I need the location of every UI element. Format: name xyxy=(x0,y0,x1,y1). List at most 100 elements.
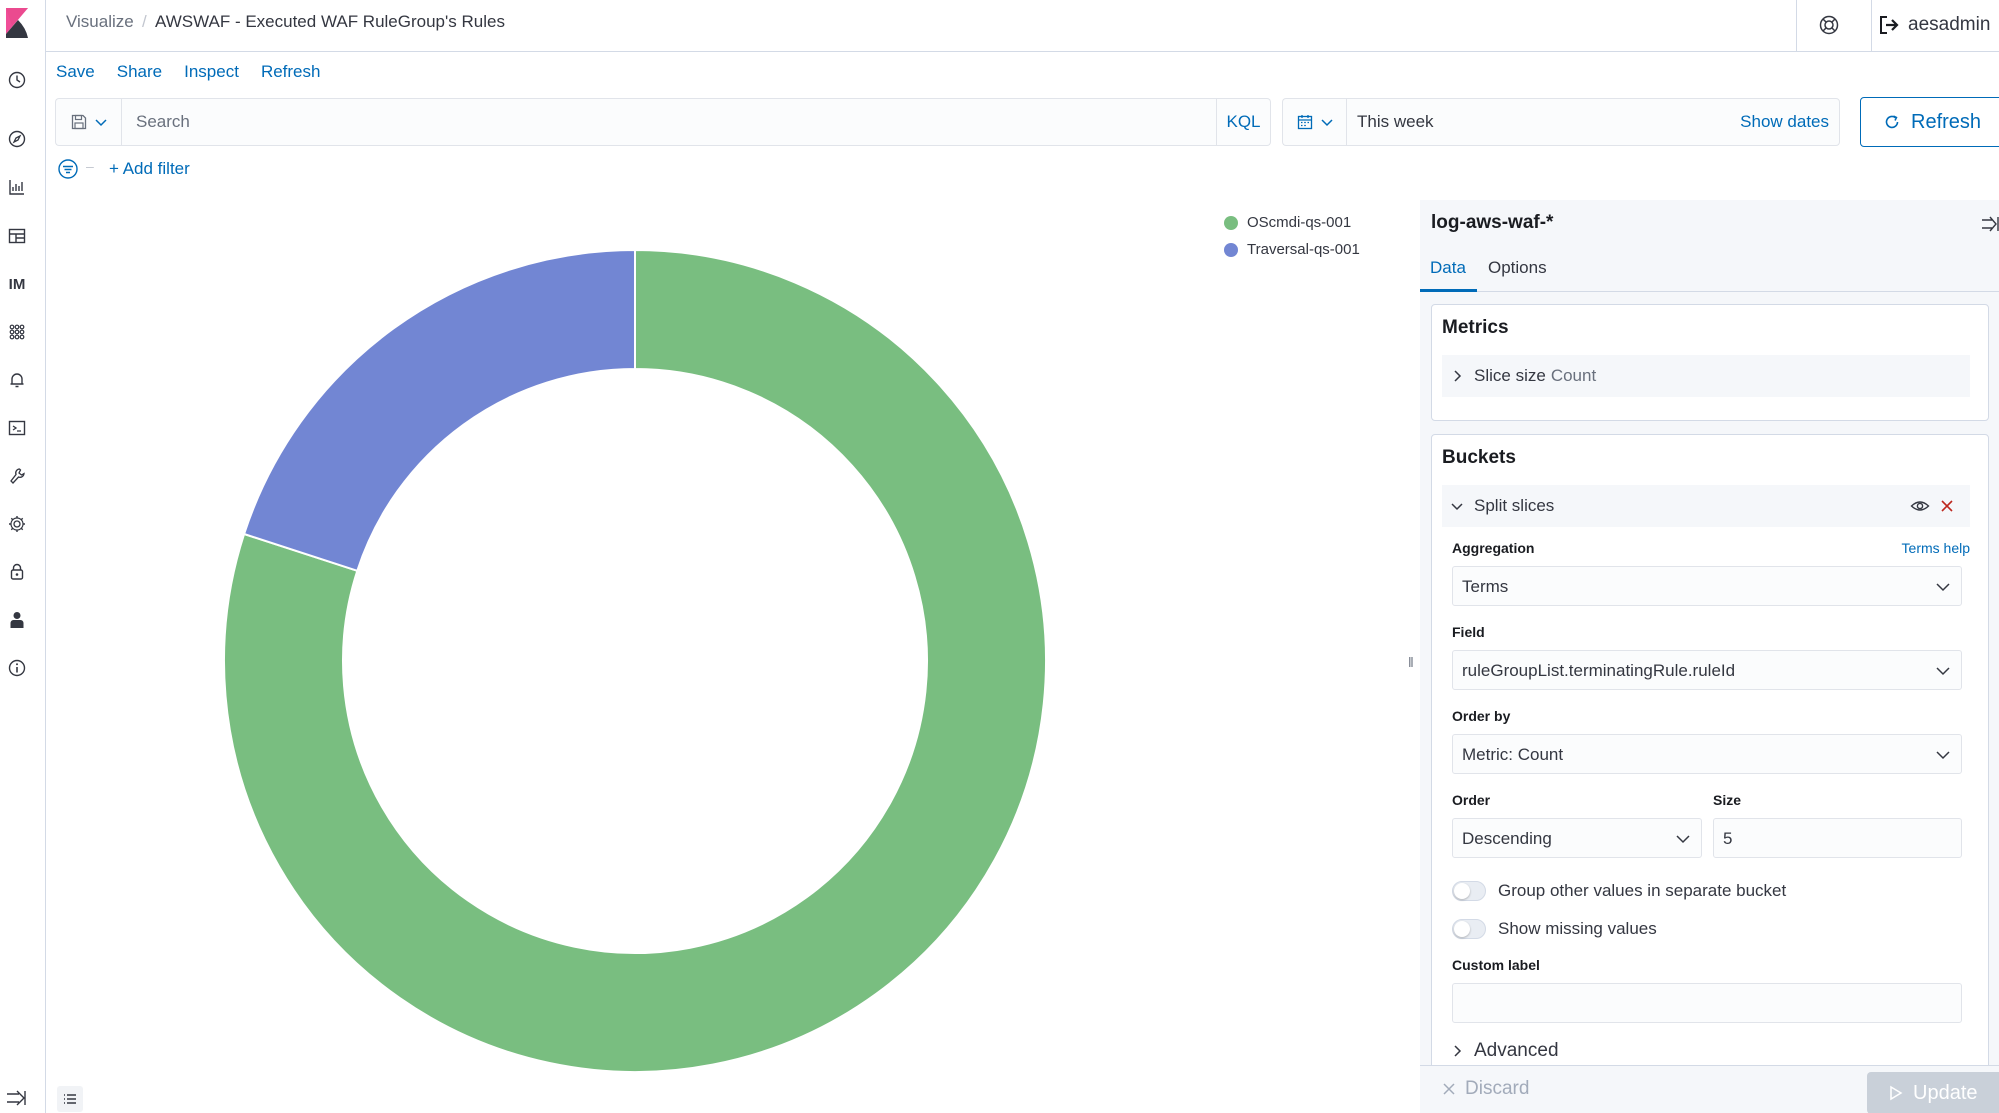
chevron-down-icon xyxy=(1676,835,1690,844)
order-select[interactable]: Descending xyxy=(1452,818,1702,858)
collapse-panel-icon[interactable] xyxy=(1980,214,1999,234)
metric-slice-size-accordion[interactable]: Slice size Count xyxy=(1442,355,1970,397)
advanced-label: Advanced xyxy=(1474,1040,1559,1061)
discard-button[interactable]: Discard xyxy=(1442,1078,1529,1100)
visualize-icon[interactable] xyxy=(5,175,29,199)
refresh-icon xyxy=(1885,115,1899,129)
chevron-right-icon xyxy=(1454,1045,1462,1057)
kibana-logo-icon[interactable] xyxy=(4,8,30,38)
group-other-toggle-row: Group other values in separate bucket xyxy=(1452,881,1786,901)
legend-label: Traversal-qs-001 xyxy=(1247,241,1360,258)
pie-slice-traversal-qs-001[interactable] xyxy=(242,248,636,573)
show-missing-toggle-row: Show missing values xyxy=(1452,919,1657,939)
show-missing-switch[interactable] xyxy=(1452,919,1486,939)
close-icon[interactable] xyxy=(1939,498,1955,514)
date-range-label: This week xyxy=(1357,112,1434,131)
order-by-value: Metric: Count xyxy=(1462,745,1564,764)
custom-label-label: Custom label xyxy=(1452,957,1540,973)
header-divider xyxy=(1796,0,1797,52)
alerting-bell-icon[interactable] xyxy=(5,368,29,392)
custom-label-input[interactable] xyxy=(1452,983,1962,1023)
show-missing-label: Show missing values xyxy=(1498,919,1657,938)
discover-icon[interactable] xyxy=(5,127,29,151)
add-filter-button[interactable]: + Add filter xyxy=(109,159,190,178)
legend-color-dot xyxy=(1224,242,1238,257)
active-tab-indicator xyxy=(1420,289,1477,292)
kql-toggle[interactable]: KQL xyxy=(1217,98,1271,146)
calendar-icon xyxy=(1297,115,1312,130)
wrench-icon[interactable] xyxy=(5,464,29,488)
user-menu[interactable]: aesadmin xyxy=(1878,10,1990,40)
discard-label: Discard xyxy=(1465,1078,1530,1099)
field-value: ruleGroupList.terminatingRule.ruleId xyxy=(1462,661,1736,680)
pie-slice-oscmdi-qs-001[interactable] xyxy=(223,248,1047,1073)
order-label: Order xyxy=(1452,792,1491,808)
refresh-button[interactable]: Refresh xyxy=(1860,97,1999,147)
settings-gear-icon[interactable] xyxy=(5,512,29,536)
metrics-card: Metrics Slice size Count xyxy=(1431,304,1989,421)
metric-aggregation: Count xyxy=(1550,366,1597,385)
field-label: Field xyxy=(1452,624,1485,640)
security-lock-icon[interactable] xyxy=(5,560,29,584)
index-pattern-title: log-aws-waf-* xyxy=(1431,212,1554,233)
update-button[interactable]: Update xyxy=(1867,1072,1999,1113)
search-input[interactable] xyxy=(122,99,1216,145)
refresh-link[interactable]: Refresh xyxy=(260,62,321,81)
group-other-switch[interactable] xyxy=(1452,881,1486,901)
group-other-label: Group other values in separate bucket xyxy=(1498,881,1787,900)
help-lifebuoy-icon[interactable] xyxy=(1814,10,1844,40)
chevron-down-icon xyxy=(1320,119,1333,127)
visualization-canvas: OScmdi-qs-001 Traversal-qs-001 xyxy=(46,200,1408,1113)
order-by-label: Order by xyxy=(1452,708,1511,724)
save-link[interactable]: Save xyxy=(56,62,95,81)
header: Visualize / AWSWAF - Executed WAF RuleGr… xyxy=(46,0,1999,52)
index-management-icon[interactable]: IM xyxy=(8,275,26,293)
metric-label: Slice size xyxy=(1474,366,1546,385)
field-select[interactable]: ruleGroupList.terminatingRule.ruleId xyxy=(1452,650,1962,690)
order-value: Descending xyxy=(1462,829,1552,848)
chevron-right-icon xyxy=(1454,370,1462,382)
editor-bottom-bar: Discard Update xyxy=(1420,1065,1999,1113)
advanced-toggle[interactable]: Advanced xyxy=(1450,1040,1559,1062)
date-range-display[interactable]: This week Show dates xyxy=(1346,98,1840,146)
dev-tools-console-icon[interactable] xyxy=(5,416,29,440)
bucket-split-slices-accordion[interactable]: Split slices xyxy=(1442,485,1970,527)
legend-item[interactable]: OScmdi-qs-001 xyxy=(1224,214,1360,231)
recently-viewed-icon[interactable] xyxy=(5,68,29,92)
left-nav: IM xyxy=(0,0,46,1113)
save-disk-icon xyxy=(71,114,86,130)
breadcrumb-current: AWSWAF - Executed WAF RuleGroup's Rules xyxy=(155,12,505,31)
tab-options[interactable]: Options xyxy=(1488,258,1547,277)
play-icon xyxy=(1890,1085,1903,1101)
share-link[interactable]: Share xyxy=(116,62,163,81)
chevron-down-icon xyxy=(1451,503,1463,511)
search-bar xyxy=(121,98,1217,146)
aggregation-select[interactable]: Terms xyxy=(1452,566,1962,606)
order-by-select[interactable]: Metric: Count xyxy=(1452,734,1962,774)
size-input[interactable]: 5 xyxy=(1713,818,1962,858)
donut-chart xyxy=(223,248,1047,1073)
user-icon[interactable] xyxy=(5,608,29,632)
inspect-link[interactable]: Inspect xyxy=(184,62,239,81)
quick-date-menu-button[interactable] xyxy=(1282,98,1346,146)
info-icon[interactable] xyxy=(5,656,29,680)
terms-help-link[interactable]: Terms help xyxy=(1901,540,1970,556)
editor-side-panel: log-aws-waf-* Data Options Metrics Slice… xyxy=(1420,200,1999,1113)
legend-toggle-button[interactable] xyxy=(57,1086,83,1112)
eye-icon[interactable] xyxy=(1910,497,1930,515)
breadcrumb-visualize[interactable]: Visualize xyxy=(66,12,134,31)
header-divider xyxy=(1871,0,1872,52)
dock-navigation-icon[interactable] xyxy=(5,1088,29,1108)
close-icon xyxy=(1443,1083,1455,1095)
panel-resize-grip[interactable]: ‖ xyxy=(1408,654,1414,670)
tab-data[interactable]: Data xyxy=(1430,258,1466,277)
show-dates-link[interactable]: Show dates xyxy=(1740,112,1829,131)
chevron-down-icon xyxy=(1936,667,1950,676)
breadcrumb-separator: / xyxy=(142,12,147,31)
apps-grid-icon[interactable] xyxy=(5,320,29,344)
legend-item[interactable]: Traversal-qs-001 xyxy=(1224,241,1360,258)
chevron-down-icon xyxy=(1936,583,1950,592)
dashboard-icon[interactable] xyxy=(5,224,29,248)
saved-query-button[interactable] xyxy=(55,98,121,146)
filter-menu-icon[interactable] xyxy=(57,158,79,180)
